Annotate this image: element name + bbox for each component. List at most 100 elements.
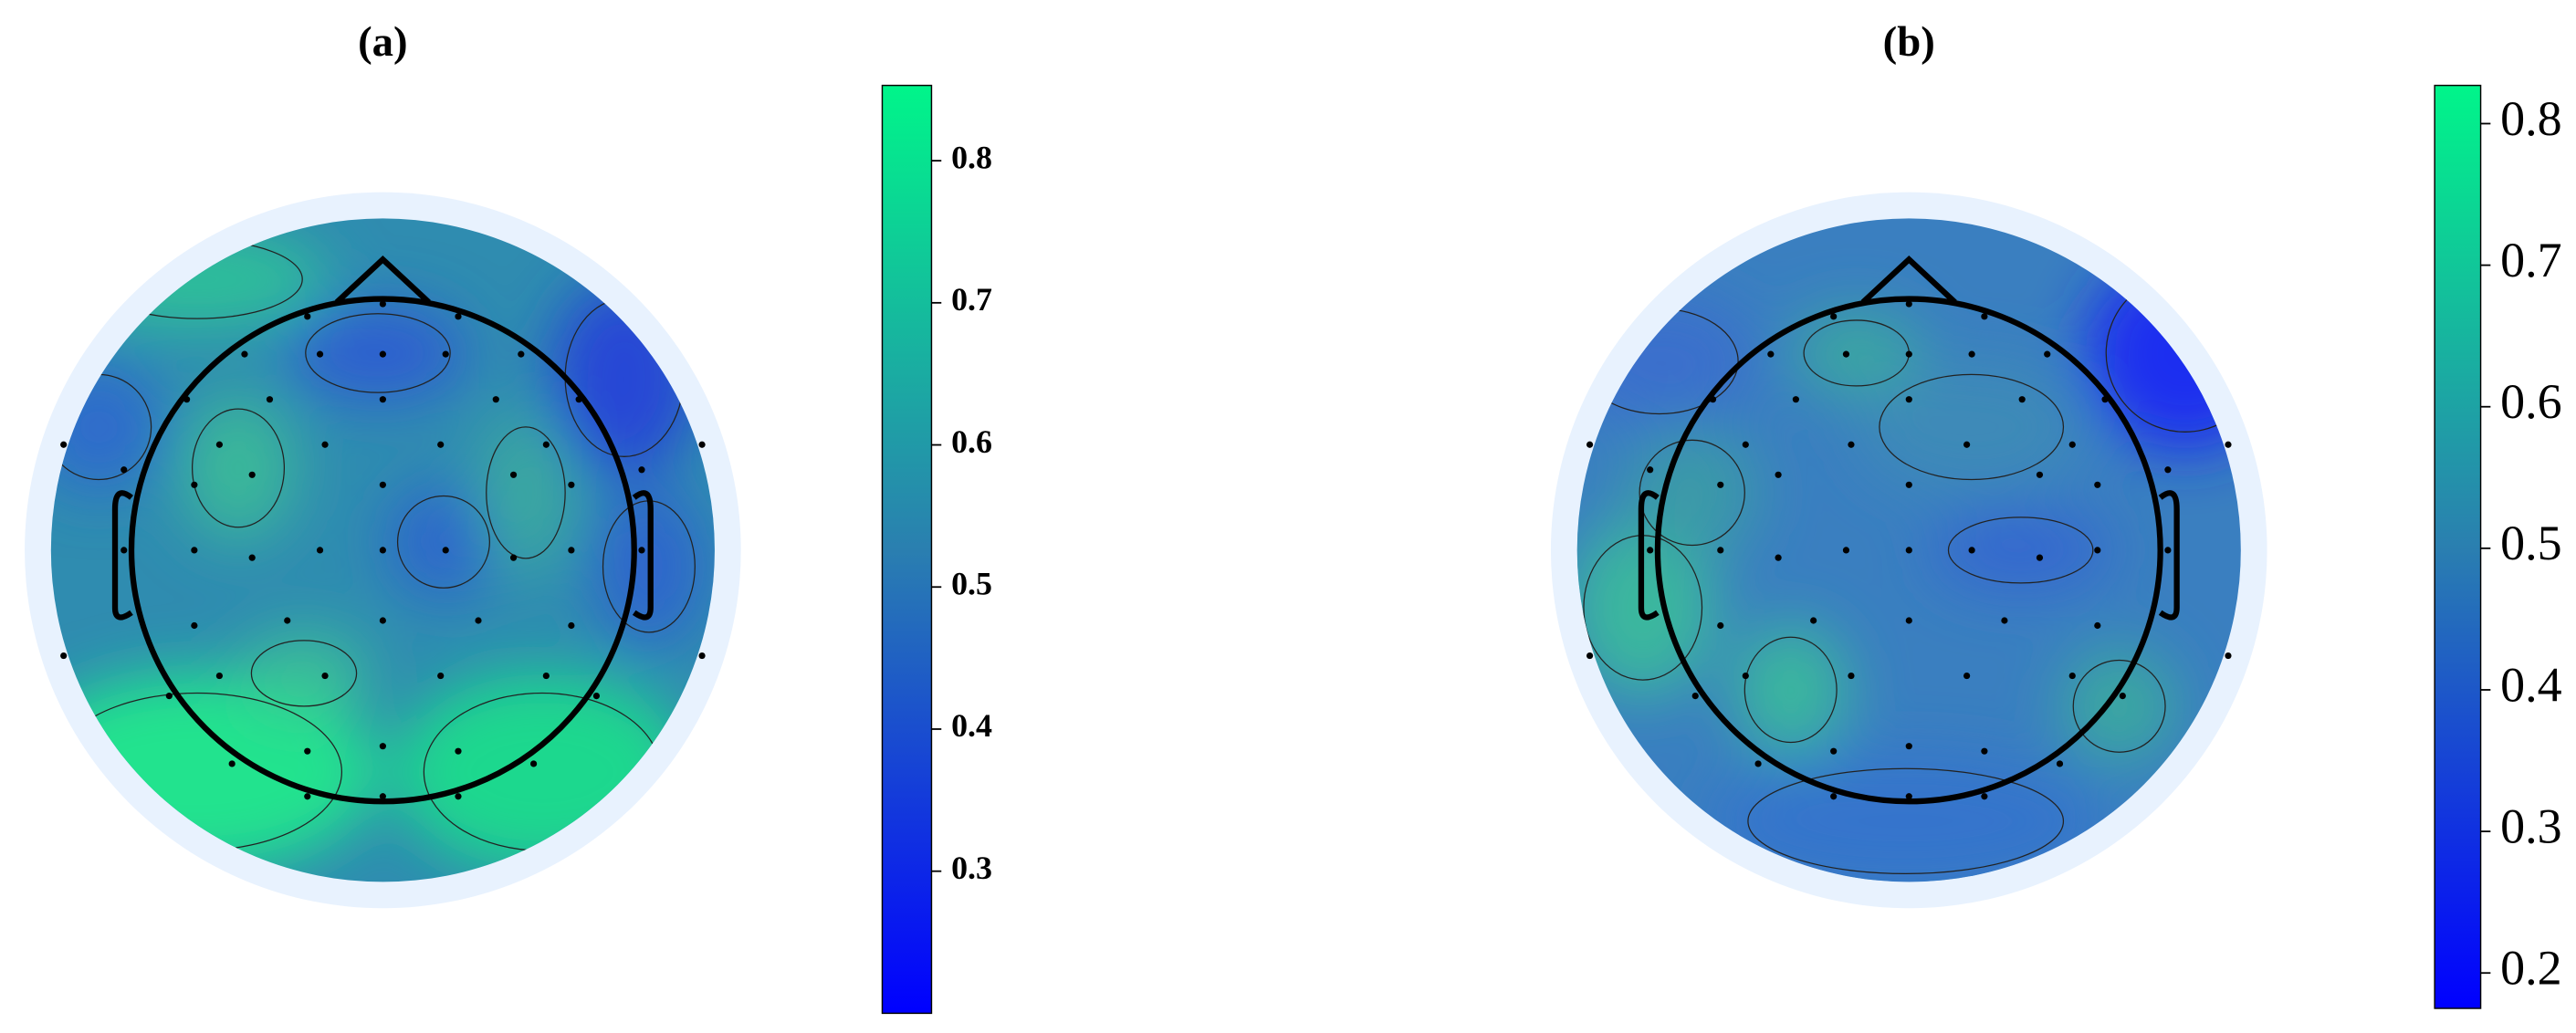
electrode [165,692,173,700]
panel: (a) 0.3 0.4 0.5 0.6 0.7 0.8 [25,18,992,1015]
electrode [2036,554,2044,561]
electrode [2068,672,2076,680]
electrode [1830,313,1838,320]
colorbar-tick-label: 0.7 [951,281,992,318]
electrode [1742,672,1749,680]
electrode [1905,743,1912,750]
electrode [698,652,706,660]
map-field [50,229,707,871]
map-patch [238,631,370,715]
map-patch [476,410,575,575]
electrode [509,554,518,561]
colorbar-tick-label: 0.8 [2500,91,2561,146]
electrode [60,652,68,660]
electrode [1981,313,1988,320]
electrode [1792,396,1799,403]
head [1654,296,2163,805]
contour-line [1747,767,2065,875]
electrode [1963,672,1971,680]
electrode [379,617,386,624]
colorbar-tick-label: 0.6 [2500,374,2561,429]
electrode [379,743,386,750]
electrode [1963,441,1971,448]
electrode [475,617,482,624]
electrode [542,672,550,680]
electrode [316,350,324,358]
electrode [592,692,601,700]
electrode [1842,547,1850,554]
electrode [1717,481,1724,488]
electrode [1981,747,1988,755]
electrode [1717,547,1724,554]
electrode [183,396,191,403]
colorbar-tick-label: 0.8 [951,139,992,175]
electrode [1647,547,1654,554]
electrode [492,396,499,403]
contour-line [1879,373,2065,481]
head [128,296,637,805]
topomap [1576,218,2241,882]
contour-line [250,640,358,707]
panel-title: (a) [358,18,408,66]
electrode [241,350,248,358]
colorbar-tick-label: 0.4 [951,707,992,744]
electrode [1830,747,1838,755]
electrode [321,441,329,448]
map-patch [2061,648,2177,764]
electrode [1717,621,1724,630]
colorbar-tick-label: 0.4 [2500,657,2561,712]
electrode [1586,441,1594,448]
colorbar-tick-label: 0.5 [951,566,992,602]
electrode [1905,300,1912,308]
colorbar-tick-label: 0.3 [2500,798,2561,853]
electrode [120,466,128,474]
electrode [638,466,645,474]
electrode [1775,554,1782,561]
electrode [437,672,445,680]
map-patch [1790,311,1922,394]
contour-line [1639,439,1745,547]
contour-line [1947,516,2094,584]
electrode [379,300,386,308]
electrode [1691,692,1699,700]
electrode [379,481,386,488]
electrode [638,547,645,554]
electrode [442,547,449,554]
map-patch [1856,360,2087,493]
electrode [1775,471,1782,478]
electrode [542,441,550,448]
panel-title: (b) [1883,18,1935,66]
map-patch [385,484,501,600]
contour-line [191,408,286,528]
electrode [1968,350,1975,358]
ear [111,490,133,621]
electrode [191,621,198,630]
electrode [442,350,449,358]
electrode [455,747,462,755]
electrode [1767,350,1775,358]
electrode [1830,793,1838,800]
contour-line [2072,659,2166,753]
electrode [248,554,256,561]
electrode [304,313,311,320]
ear [1638,490,1660,621]
electrode [1848,672,1855,680]
electrode [568,547,575,554]
map-patch [1930,508,2111,591]
electrode [248,471,256,478]
electrode [2044,350,2051,358]
electrode [1905,793,1912,800]
electrode [379,547,386,554]
electrode [191,547,198,554]
electrode [2119,692,2126,700]
electrode [568,621,575,630]
electrode [1586,652,1594,660]
contour-line [305,313,451,393]
electrode [316,547,324,554]
electrode [2225,441,2232,448]
ear [632,490,654,621]
electrode [1968,547,1975,554]
electrode [2068,441,2076,448]
electrode [509,471,518,478]
electrode [2036,471,2044,478]
